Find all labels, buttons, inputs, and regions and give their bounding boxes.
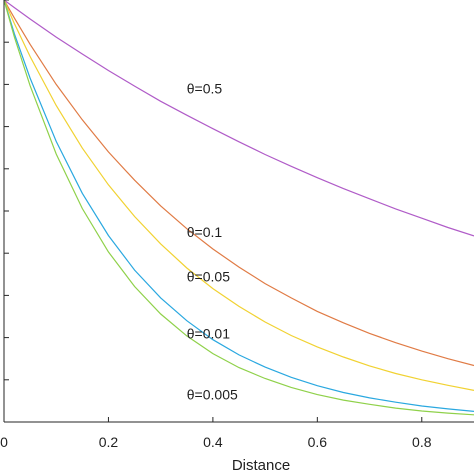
series-label-4: θ=0.005 (187, 387, 238, 403)
x-tick-label: 0.4 (203, 434, 223, 450)
x-tick-label: 0 (0, 434, 8, 450)
series-label-0: θ=0.5 (187, 81, 223, 97)
series-line-4 (3, 0, 474, 416)
series-label-2: θ=0.05 (187, 268, 230, 284)
x-tick-label: 0.2 (99, 434, 119, 450)
series-label-3: θ=0.01 (187, 325, 230, 341)
series-line-3 (3, 0, 474, 412)
x-tick-label: 0.6 (308, 434, 328, 450)
series-line-1 (3, 0, 474, 367)
x-tick-layer: 0 0.2 0.4 0.6 0.8 (0, 417, 432, 450)
series-label-1: θ=0.1 (187, 224, 223, 240)
y-tick-layer (4, 0, 9, 381)
x-axis-title: Distance (232, 457, 290, 474)
series-layer (3, 0, 474, 416)
series-label-layer: θ=0.5 θ=0.1 θ=0.05 θ=0.01 θ=0.005 (187, 81, 238, 403)
series-line-2 (3, 0, 474, 391)
x-tick-label: 0.8 (412, 434, 432, 450)
series-line-0 (3, 0, 474, 237)
